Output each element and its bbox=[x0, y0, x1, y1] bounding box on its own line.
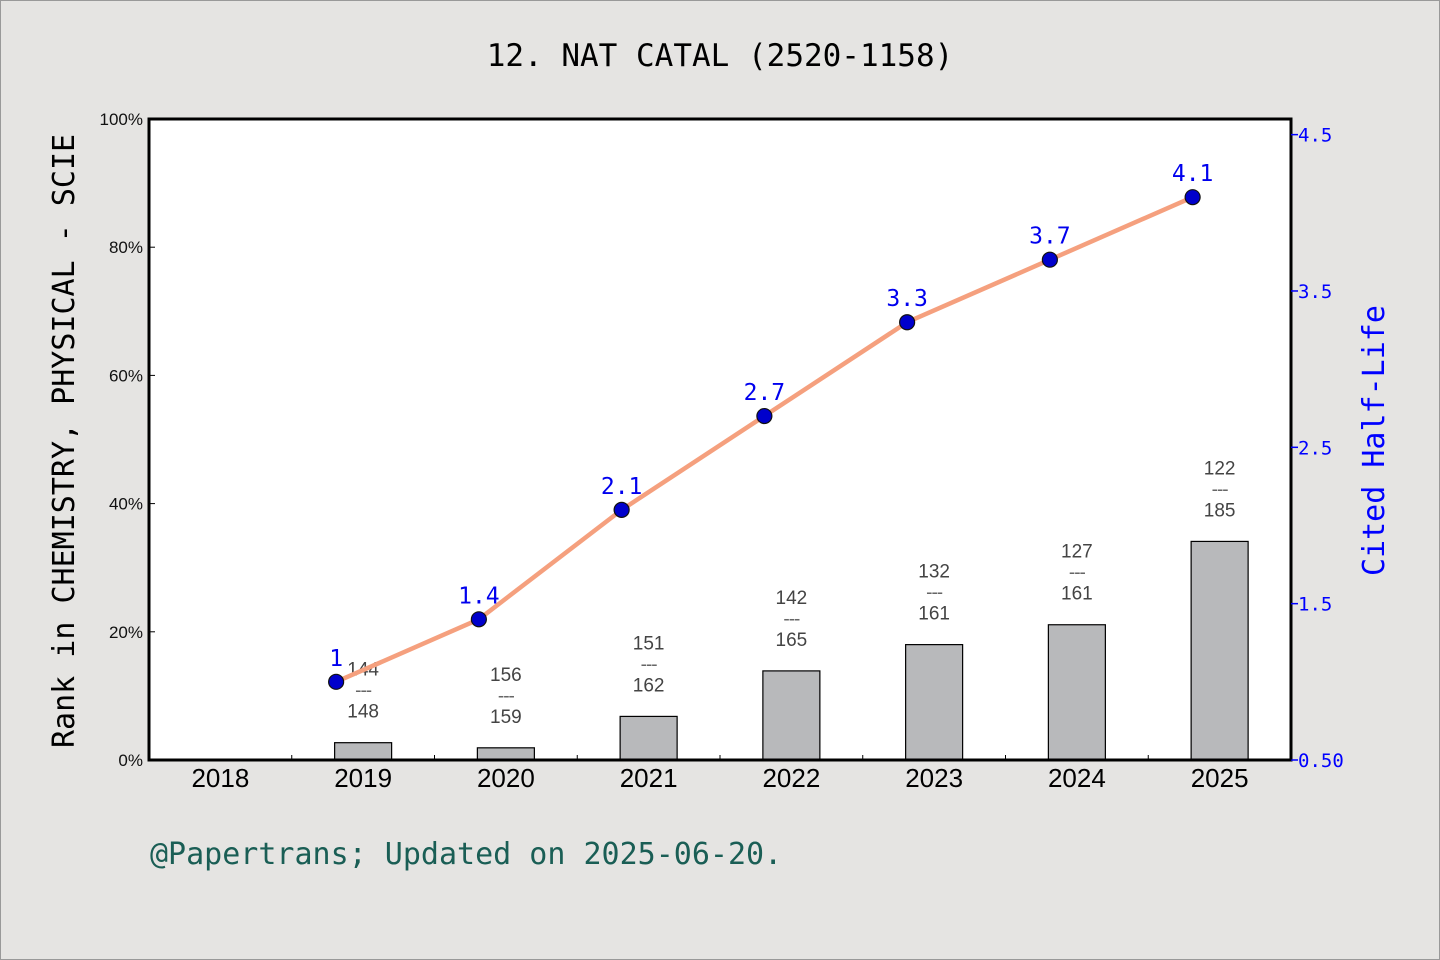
y-tick-label: 40% bbox=[109, 495, 143, 514]
y-right-tick-label: 2.5 bbox=[1298, 437, 1332, 459]
y-tick-label: 20% bbox=[109, 623, 143, 642]
half-life-point-2022 bbox=[756, 407, 773, 425]
y-right-tick-label: 4.5 bbox=[1298, 125, 1332, 147]
half-life-label: 3.3 bbox=[886, 286, 928, 312]
bar-divider: --- bbox=[1212, 479, 1229, 500]
x-tick-label: 2020 bbox=[477, 763, 535, 793]
bar-2019 bbox=[334, 742, 393, 761]
x-tick-label: 2022 bbox=[762, 763, 820, 793]
footer-credit: @Papertrans; Updated on 2025-06-20. bbox=[150, 837, 783, 872]
half-life-point-2024 bbox=[1041, 251, 1058, 268]
plot-area bbox=[149, 119, 1291, 760]
half-life-point-2021 bbox=[613, 501, 630, 518]
bar-divider: --- bbox=[783, 609, 800, 630]
bar-rank-label: 122 bbox=[1204, 458, 1236, 479]
bar-rank-label: 151 bbox=[633, 633, 665, 654]
half-life-label: 1.4 bbox=[458, 583, 500, 609]
bar-rank-label: 132 bbox=[918, 562, 950, 583]
bar-total-label: 148 bbox=[347, 702, 379, 723]
y-right-tick-label: 3.5 bbox=[1298, 281, 1332, 303]
bar-divider: --- bbox=[498, 686, 515, 707]
x-tick-label: 2024 bbox=[1048, 763, 1106, 793]
y-right-tick-label: 0.50 bbox=[1298, 750, 1344, 772]
bar-2025 bbox=[1190, 540, 1249, 761]
bar-divider: --- bbox=[926, 583, 943, 604]
chart-title: 12. NAT CATAL (2520-1158) bbox=[486, 38, 954, 74]
half-life-point-2020 bbox=[470, 611, 487, 628]
half-life-point-2019 bbox=[328, 673, 345, 690]
y-tick-label: 80% bbox=[109, 238, 143, 257]
bar-divider: --- bbox=[355, 681, 372, 702]
bar-2020 bbox=[476, 747, 535, 761]
half-life-label: 2.1 bbox=[601, 474, 643, 500]
x-tick-label: 2025 bbox=[1191, 763, 1249, 793]
bar-rank-label: 156 bbox=[490, 665, 522, 686]
bar-2024 bbox=[1047, 624, 1106, 761]
x-tick-label: 2018 bbox=[191, 763, 249, 793]
bar-divider: --- bbox=[641, 654, 658, 675]
y-right-tick-label: 1.5 bbox=[1298, 594, 1332, 616]
half-life-point-2023 bbox=[899, 314, 916, 331]
half-life-label: 1 bbox=[329, 646, 343, 672]
bar-total-label: 161 bbox=[918, 604, 950, 625]
bar-total-label: 185 bbox=[1204, 500, 1236, 521]
y-axis-label: Rank in CHEMISTRY, PHYSICAL - SCIE bbox=[47, 133, 82, 748]
half-life-label: 2.7 bbox=[744, 380, 786, 406]
bar-total-label: 159 bbox=[490, 707, 522, 728]
y-tick-label: 60% bbox=[109, 366, 143, 385]
y-tick-label: 100% bbox=[100, 110, 143, 129]
bar-rank-label: 127 bbox=[1061, 542, 1093, 563]
x-tick-label: 2019 bbox=[334, 763, 392, 793]
y-right-axis-label: Cited Half-Life bbox=[1357, 305, 1392, 576]
half-life-label: 3.7 bbox=[1029, 224, 1071, 250]
bar-2023 bbox=[905, 644, 964, 761]
bar-divider: --- bbox=[1069, 563, 1086, 584]
bar-2022 bbox=[762, 670, 821, 761]
x-tick-label: 2021 bbox=[620, 763, 678, 793]
bar-total-label: 165 bbox=[776, 630, 808, 651]
half-life-point-2025 bbox=[1184, 189, 1201, 206]
half-life-label: 4.1 bbox=[1172, 161, 1214, 187]
bar-total-label: 162 bbox=[633, 675, 665, 696]
bar-total-label: 161 bbox=[1061, 584, 1093, 605]
x-tick-label: 2023 bbox=[905, 763, 963, 793]
bar-2021 bbox=[619, 715, 678, 761]
y-tick-label: 0% bbox=[118, 751, 143, 770]
bar-rank-label: 142 bbox=[776, 588, 808, 609]
